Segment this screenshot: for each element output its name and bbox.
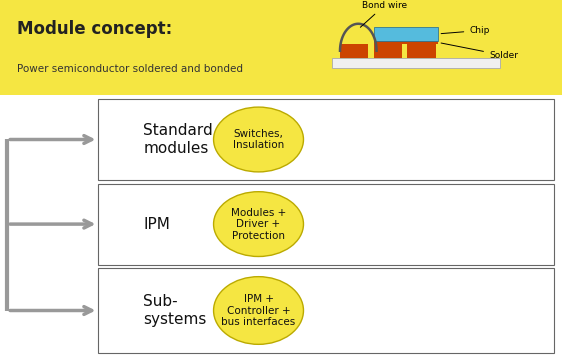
FancyBboxPatch shape: [374, 27, 438, 41]
Text: IPM +
Controller +
bus interfaces: IPM + Controller + bus interfaces: [221, 294, 296, 327]
Text: Power semiconductor soldered and bonded: Power semiconductor soldered and bonded: [17, 64, 243, 74]
FancyBboxPatch shape: [98, 99, 554, 180]
Ellipse shape: [214, 276, 303, 344]
Ellipse shape: [214, 192, 303, 256]
FancyBboxPatch shape: [374, 41, 438, 44]
Text: Solder: Solder: [441, 43, 518, 60]
FancyBboxPatch shape: [340, 44, 368, 58]
FancyBboxPatch shape: [98, 184, 554, 265]
FancyBboxPatch shape: [407, 44, 436, 58]
Text: Standard
modules: Standard modules: [143, 123, 213, 156]
Text: Module concept:: Module concept:: [17, 19, 172, 37]
FancyBboxPatch shape: [374, 44, 402, 58]
Text: Chip: Chip: [441, 26, 490, 35]
Ellipse shape: [214, 107, 303, 172]
Text: Bond wire: Bond wire: [360, 0, 407, 27]
Text: Switches,
Insulation: Switches, Insulation: [233, 129, 284, 150]
Text: Sub-
systems: Sub- systems: [143, 294, 207, 327]
Text: Modules +
Driver +
Protection: Modules + Driver + Protection: [231, 207, 286, 241]
Text: IPM: IPM: [143, 217, 170, 231]
FancyBboxPatch shape: [98, 268, 554, 353]
FancyBboxPatch shape: [0, 0, 562, 95]
FancyBboxPatch shape: [332, 58, 500, 68]
